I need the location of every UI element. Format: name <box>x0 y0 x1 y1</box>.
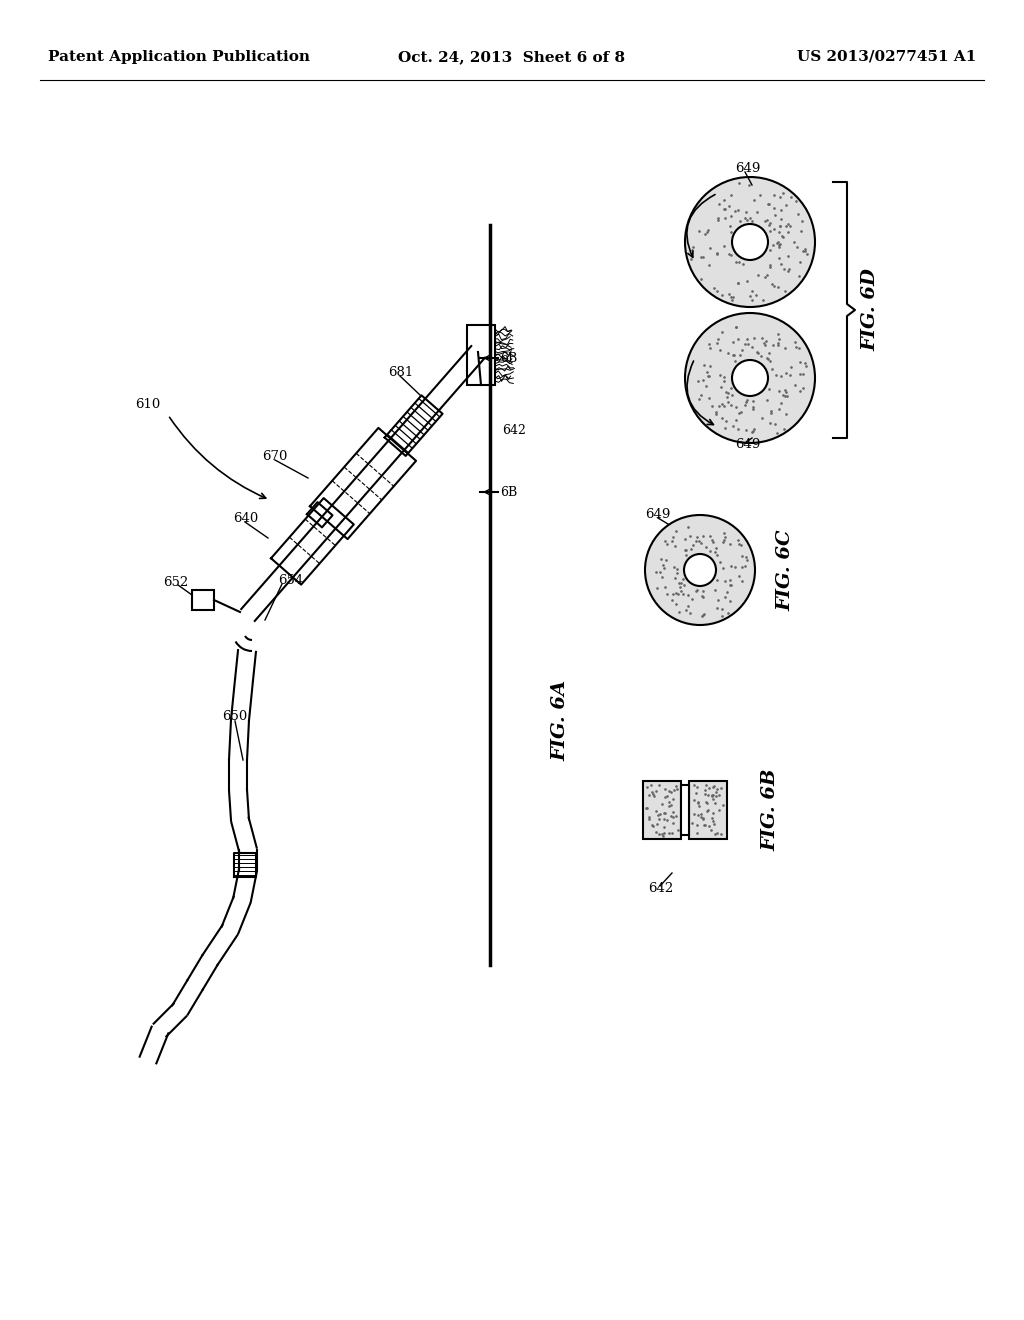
Text: 650: 650 <box>222 710 247 723</box>
Bar <box>467 325 495 385</box>
Circle shape <box>685 313 815 444</box>
Text: 670: 670 <box>262 450 288 462</box>
Text: Patent Application Publication: Patent Application Publication <box>48 50 310 63</box>
Circle shape <box>732 224 768 260</box>
Text: Oct. 24, 2013  Sheet 6 of 8: Oct. 24, 2013 Sheet 6 of 8 <box>398 50 626 63</box>
Text: 649: 649 <box>645 508 671 521</box>
Text: 654: 654 <box>278 573 303 586</box>
Circle shape <box>684 554 716 586</box>
Circle shape <box>645 515 755 624</box>
Text: 642: 642 <box>502 424 526 437</box>
Bar <box>689 781 727 840</box>
Text: 610: 610 <box>135 397 161 411</box>
Circle shape <box>732 360 768 396</box>
Text: FIG. 6B: FIG. 6B <box>761 768 779 851</box>
Circle shape <box>685 177 815 308</box>
Text: 642: 642 <box>648 882 673 895</box>
Text: 6B: 6B <box>500 351 517 364</box>
Text: FIG. 6C: FIG. 6C <box>776 529 794 611</box>
Text: US 2013/0277451 A1: US 2013/0277451 A1 <box>797 50 976 63</box>
Text: 6B: 6B <box>500 486 517 499</box>
Text: 640: 640 <box>233 511 258 524</box>
Text: 649: 649 <box>735 438 761 451</box>
Text: 681: 681 <box>388 367 414 380</box>
Text: 652: 652 <box>163 576 188 589</box>
Text: FIG. 6A: FIG. 6A <box>551 680 569 760</box>
Polygon shape <box>234 853 256 876</box>
Bar <box>193 590 214 610</box>
Bar <box>643 781 681 840</box>
Text: FIG. 6D: FIG. 6D <box>861 268 879 351</box>
Bar <box>681 785 689 836</box>
Text: 649: 649 <box>735 161 761 174</box>
